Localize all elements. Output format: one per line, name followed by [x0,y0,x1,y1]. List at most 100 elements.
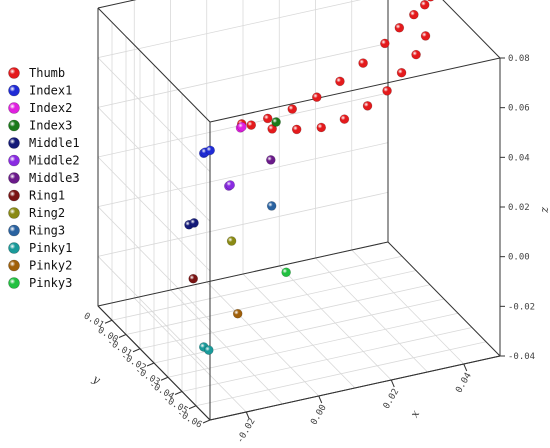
box-edge [442,0,501,59]
z-axis-title: z [539,206,550,213]
data-points [184,0,435,355]
thumb-point [311,92,322,102]
box-edge [209,57,501,123]
box-edge [97,241,389,307]
thumb-point [339,114,350,124]
legend-marker-middle1 [8,137,20,149]
middle2-point [225,180,235,190]
thumb-point [267,124,277,134]
legend-label-index2: Index2 [29,101,72,115]
z-tick-label: 0.02 [508,203,530,213]
y-tick-mark [132,348,141,353]
x-tick-mark [463,363,468,372]
y-tick-mark [104,319,113,324]
legend-label-pinky2: Pinky2 [29,259,72,273]
x-tick-label: 0.04 [454,371,474,395]
x-tick-mark [318,395,323,404]
x-tick-label: 0.00 [309,403,329,427]
thumb-point [362,101,373,111]
legend-marker-index3 [8,119,20,132]
ring2-point [226,236,237,246]
floor-grid-line [153,298,445,364]
thumb-point [316,122,327,133]
box-edge [387,241,501,357]
legend-label-index3: Index3 [29,119,72,133]
thumb-point [419,0,430,10]
back-wall-grid-line [97,142,389,208]
y-tick-label: -0.06 [175,408,203,430]
legend-label-middle2: Middle2 [29,154,80,168]
ring3-point [266,201,277,211]
thumb-point [291,124,302,135]
y-tick-mark [146,362,155,367]
x-axis-title: x [408,407,423,420]
ring1-point [188,273,198,284]
legend-marker-ring1 [8,189,20,202]
floor-grid-line [195,341,487,407]
legend-marker-ring2 [8,207,20,219]
y-tick-mark [188,405,197,410]
tick-labels: -0.020.000.020.040.010.00-0.01-0.02-0.03… [82,54,535,445]
thumb-point [262,113,273,124]
grid-layer [97,0,501,421]
thumb-point [409,9,419,20]
legend-label-pinky1: Pinky1 [29,241,72,255]
z-tick-label: 0.08 [508,54,530,64]
side-wall-grid-line [97,256,211,371]
middle1-point [189,218,199,228]
y-tick-mark [202,419,211,424]
legend-marker-ring3 [8,224,20,237]
floor-grid-line [125,270,417,335]
legend: Thumb Index1 Index2 Index3 Middle1 Middle2 Mid… [8,66,80,290]
legend-label-middle1: Middle1 [29,136,80,150]
z-tick-label: 0.04 [508,153,530,163]
x-tick-mark [390,379,395,388]
z-tick-label: 0.06 [508,104,530,114]
thumb-point [396,67,407,78]
floor-grid-line [181,327,473,392]
thumb-point [427,0,435,2]
legend-label-index1: Index1 [29,84,72,98]
index1-point [205,145,215,156]
pinky2-point [232,308,243,319]
thumb-point [246,120,257,130]
floor-grid-line [167,312,459,378]
back-wall-grid-line [97,191,389,257]
x-tick-label: 0.02 [382,387,402,411]
legend-label-ring1: Ring1 [29,189,65,203]
legend-marker-thumb [8,67,20,79]
legend-label-pinky3: Pinky3 [29,276,72,290]
x-tick-mark [245,411,250,420]
side-wall-grid-line [97,57,211,172]
legend-label-thumb: Thumb [29,66,65,80]
index2-point [237,121,247,132]
legend-marker-middle2 [8,154,20,167]
thumb-point [380,38,390,49]
z-tick-label: 0.00 [508,253,530,263]
side-wall-grid-line [97,156,211,272]
z-tick-label: -0.04 [508,352,535,362]
legend-marker-pinky1 [8,242,20,254]
floor-grid-line [139,284,431,350]
pinky3-point [281,267,291,278]
y-tick-mark [174,391,183,395]
thumb-point [411,49,421,60]
thumb-point [358,58,368,68]
legend-label-ring3: Ring3 [29,224,65,238]
thumb-point [382,86,392,96]
legend-marker-index2 [8,102,20,114]
legend-marker-middle3 [8,172,20,184]
side-wall-grid-line [97,107,211,222]
middle3-point [266,155,276,165]
legend-label-ring2: Ring2 [29,206,65,220]
thumb-point [335,76,345,87]
z-tick-label: -0.02 [508,302,535,312]
y-tick-mark [160,376,169,381]
thumb-point [420,31,431,41]
side-wall-grid-line [97,206,211,321]
index3-point [271,117,281,127]
y-tick-mark [118,334,127,338]
back-wall-grid-line [97,42,389,108]
thumb-point [287,104,298,114]
